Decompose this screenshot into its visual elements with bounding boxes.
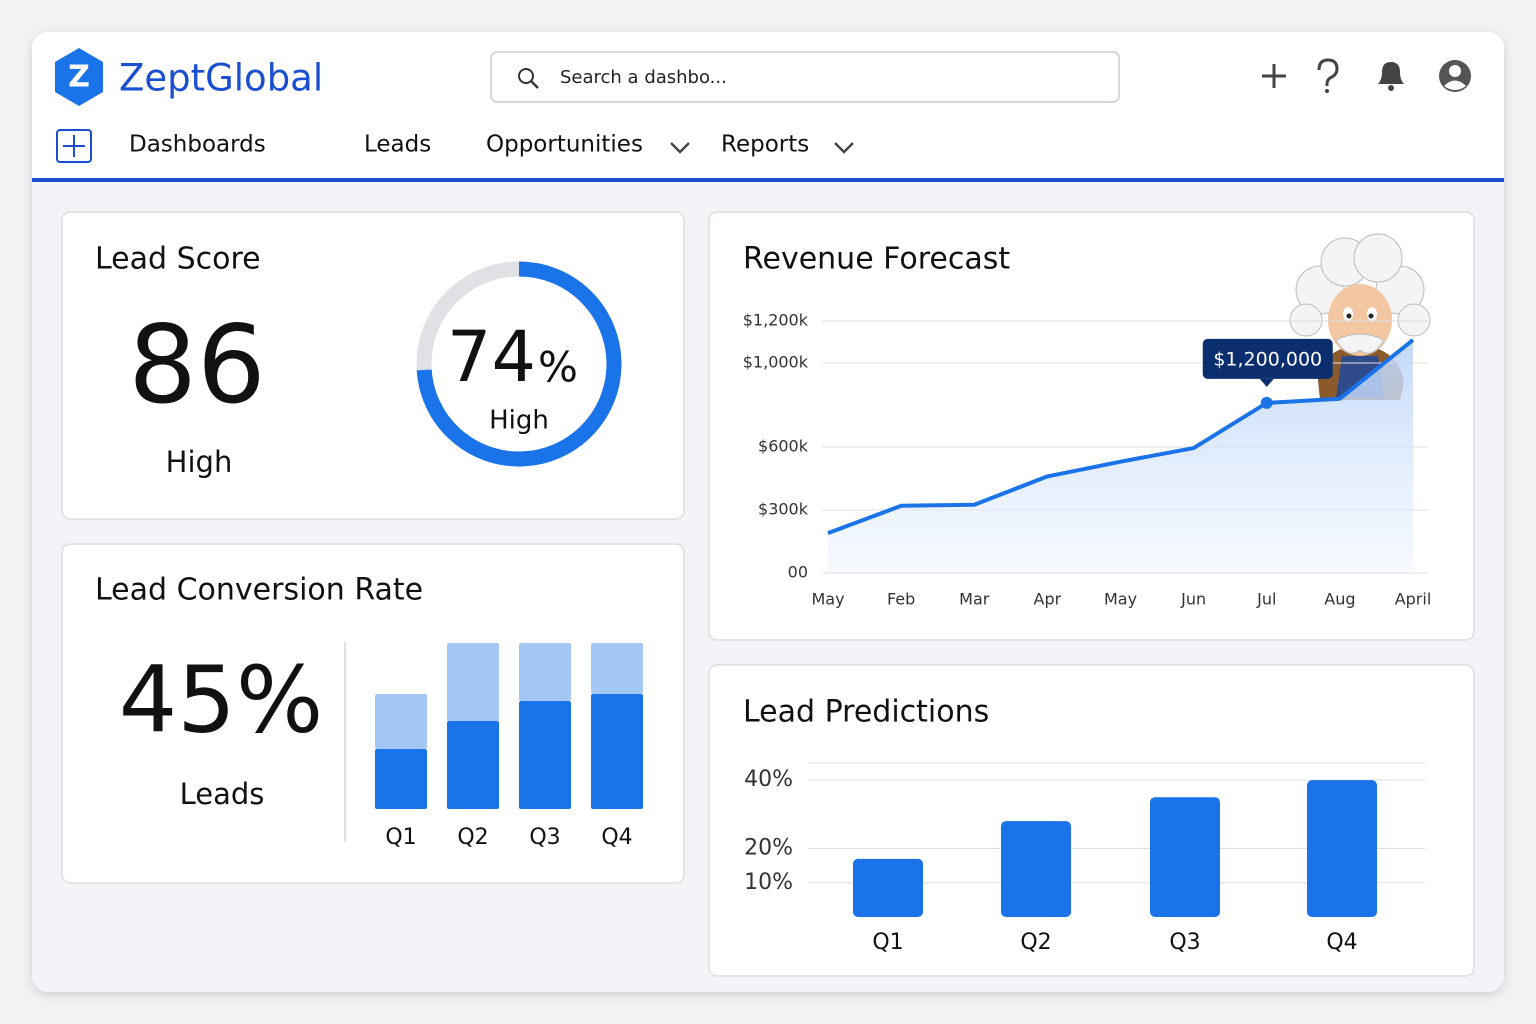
header-divider: [32, 178, 1504, 182]
app-menu-icon: [56, 129, 92, 163]
x-tick-label: Jul: [1256, 590, 1276, 609]
app-menu-button[interactable]: [56, 129, 92, 163]
bar-segment: [519, 701, 571, 809]
nav-item[interactable]: Reports: [721, 132, 809, 158]
x-tick-label: May: [1104, 590, 1137, 609]
x-tick-label: Q1: [872, 930, 903, 955]
card-title: Revenue Forecast: [743, 242, 1010, 277]
annotation-text: $1,200,000: [1213, 348, 1322, 370]
mascot-hair: [1289, 303, 1323, 337]
y-tick-label: $1,000k: [743, 353, 809, 372]
brand-name: ZeptGlobal: [119, 57, 323, 100]
y-tick-label: 00: [788, 563, 808, 582]
nav-item[interactable]: Leads: [364, 132, 431, 158]
x-tick-label: Mar: [959, 590, 990, 609]
help-icon: [1317, 58, 1339, 86]
search-icon-handle: [530, 80, 539, 89]
x-tick-label: Aug: [1324, 590, 1355, 609]
help-icon-dot: [1325, 89, 1329, 93]
y-tick-label: 10%: [744, 870, 793, 895]
y-tick-label: $300k: [758, 500, 809, 519]
x-tick-label: Feb: [887, 590, 915, 609]
mascot-hair: [1353, 233, 1403, 283]
lead-score-value: 86: [128, 303, 265, 428]
conversion-label: Leads: [180, 777, 265, 811]
logo-hexagon: [55, 48, 103, 106]
x-tick-label: Q4: [1326, 930, 1357, 955]
bar: [853, 858, 923, 917]
mascot-hair: [1397, 303, 1431, 337]
annotation-point: [1260, 396, 1273, 409]
area-fill: [828, 339, 1413, 573]
mascot-mustache: [1335, 333, 1385, 354]
bar: [1307, 780, 1377, 917]
gauge-label: High: [489, 406, 549, 436]
card-title: Lead Predictions: [743, 695, 989, 730]
x-tick-label: Q2: [1020, 930, 1051, 955]
bar: [1001, 821, 1071, 917]
help-button[interactable]: [1317, 58, 1339, 93]
x-tick-label: Q3: [529, 825, 560, 850]
search-placeholder: Search a dashbo...: [560, 67, 727, 88]
lead-score-label: High: [166, 445, 233, 479]
x-tick-label: Apr: [1034, 590, 1062, 609]
logo-letter: Z: [68, 60, 90, 95]
x-tick-label: Q2: [457, 825, 488, 850]
dropdown-chevron[interactable]: [834, 142, 854, 154]
card-title: Lead Score: [95, 242, 261, 277]
x-tick-label: April: [1395, 590, 1432, 609]
profile-button[interactable]: [1439, 60, 1471, 92]
bar: [1150, 797, 1220, 917]
bell-icon: [1378, 62, 1404, 84]
mascot-pupil: [1368, 313, 1374, 319]
y-tick-label: $1,200k: [743, 311, 809, 330]
lead-score-card: [61, 211, 685, 520]
dropdown-chevron[interactable]: [670, 142, 690, 154]
search-field: [490, 51, 1120, 103]
x-tick-label: Q4: [601, 825, 632, 850]
search-icon: [518, 68, 534, 84]
bar-segment: [447, 643, 499, 721]
bar-segment: [375, 749, 427, 809]
nav-item[interactable]: Opportunities: [486, 132, 643, 158]
gauge-unit: %: [538, 343, 578, 392]
gauge-arc: [416, 261, 622, 467]
nav-item[interactable]: Dashboards: [129, 132, 266, 158]
card-title: Lead Conversion Rate: [95, 573, 423, 608]
add-button[interactable]: [1262, 64, 1286, 88]
y-tick-label: 20%: [744, 836, 793, 861]
line: [827, 338, 1415, 535]
y-tick-label: 40%: [744, 767, 793, 792]
x-tick-label: Q1: [385, 825, 416, 850]
notifications-button[interactable]: [1378, 62, 1404, 91]
header-bar: [32, 32, 1504, 180]
y-tick-label: $600k: [758, 437, 809, 456]
bar-segment: [375, 694, 427, 749]
logo[interactable]: Z: [55, 48, 103, 106]
avatar-body: [1444, 80, 1466, 90]
annotation-pointer: [1259, 378, 1274, 387]
avatar-head: [1449, 65, 1461, 77]
bar-segment: [447, 721, 499, 809]
bar-segment: [519, 643, 571, 701]
gauge-value: 74: [447, 316, 536, 398]
conversion-rate: 45%: [119, 646, 323, 753]
mascot-pupil: [1346, 313, 1352, 319]
annotation-box: [1202, 338, 1333, 379]
bell-clapper: [1388, 85, 1394, 91]
bar-segment: [591, 694, 643, 809]
search-box[interactable]: Search a dashbo...: [490, 51, 1120, 103]
bar-segment: [591, 643, 643, 694]
x-tick-label: Jun: [1180, 590, 1206, 609]
x-tick-label: May: [811, 590, 844, 609]
x-tick-label: Q3: [1169, 930, 1200, 955]
